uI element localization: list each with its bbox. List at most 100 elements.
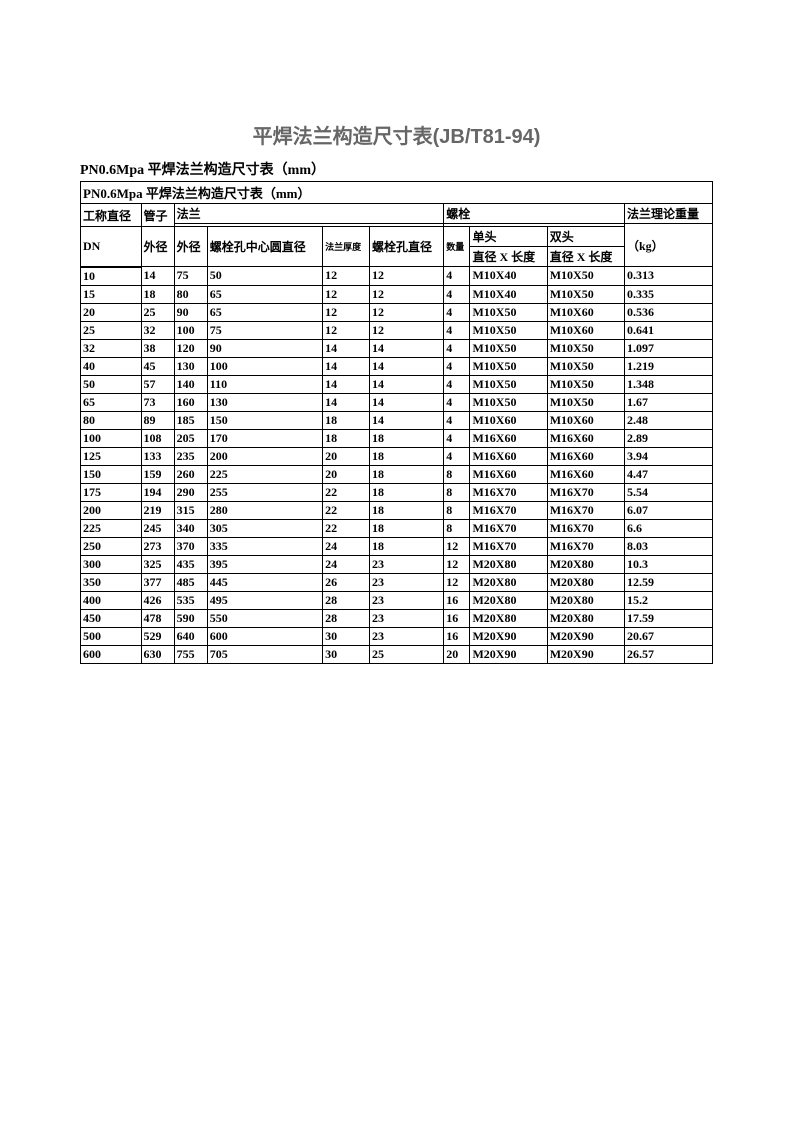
table-cell: 30 (323, 645, 370, 663)
table-cell: 1.348 (625, 375, 713, 393)
table-cell: 20.67 (625, 627, 713, 645)
table-cell: 65 (81, 393, 142, 411)
table-cell: 0.335 (625, 285, 713, 303)
table-cell: 22 (323, 483, 370, 501)
table-row: 10010820517018184M16X60M16X602.89 (81, 429, 713, 447)
table-cell: 755 (174, 645, 207, 663)
table-cell: 18 (141, 285, 174, 303)
table-cell: 395 (207, 555, 322, 573)
table-cell: 110 (207, 375, 322, 393)
table-cell: 20 (323, 465, 370, 483)
table-row: 25321007512124M10X50M10X600.641 (81, 321, 713, 339)
table-cell: M16X70 (470, 483, 547, 501)
header-pipe: 管子 (141, 204, 174, 227)
table-cell: M10X50 (470, 339, 547, 357)
table-cell: 23 (369, 609, 443, 627)
table-row: 600630755705302520M20X90M20X9026.57 (81, 645, 713, 663)
table-cell: 16 (444, 627, 470, 645)
table-cell: 12 (444, 555, 470, 573)
header-flange: 法兰 (174, 204, 444, 224)
table-cell: M16X70 (470, 519, 547, 537)
table-cell: 150 (81, 465, 142, 483)
table-row: 450478590550282316M20X80M20X8017.59 (81, 609, 713, 627)
table-row: 300325435395242312M20X80M20X8010.3 (81, 555, 713, 573)
table-cell: 4 (444, 303, 470, 321)
table-cell: 245 (141, 519, 174, 537)
header-bolt-circle: 螺栓孔中心圆直径 (207, 227, 322, 267)
header-outer-dia1: 外径 (141, 227, 174, 267)
table-cell: M20X80 (547, 591, 624, 609)
table-cell: M10X60 (547, 321, 624, 339)
table-cell: M16X70 (547, 537, 624, 555)
table-row: 250273370335241812M16X70M16X708.03 (81, 537, 713, 555)
table-cell: 4 (444, 321, 470, 339)
table-cell: 100 (207, 357, 322, 375)
table-cell: 12.59 (625, 573, 713, 591)
table-cell: 12 (323, 303, 370, 321)
table-cell: 445 (207, 573, 322, 591)
table-cell: M20X90 (547, 645, 624, 663)
table-cell: 14 (369, 375, 443, 393)
table-cell: M16X70 (547, 501, 624, 519)
table-cell: 3.94 (625, 447, 713, 465)
header-dia-len1: 直径 X 长度 (470, 247, 547, 267)
table-cell: 12 (323, 321, 370, 339)
table-cell: 90 (207, 339, 322, 357)
table-cell: 26.57 (625, 645, 713, 663)
table-cell: 20 (81, 303, 142, 321)
table-cell: 65 (207, 285, 322, 303)
table-cell: 4 (444, 411, 470, 429)
table-cell: M10X40 (470, 267, 547, 286)
table-cell: 4 (444, 429, 470, 447)
table-cell: 1.67 (625, 393, 713, 411)
table-cell: 8 (444, 483, 470, 501)
table-row: 1518806512124M10X40M10X500.335 (81, 285, 713, 303)
table-cell: 50 (81, 375, 142, 393)
table-cell: 80 (81, 411, 142, 429)
table-cell: 4 (444, 393, 470, 411)
table-cell: 600 (81, 645, 142, 663)
header-single-head: 单头 (470, 227, 547, 247)
table-cell: 529 (141, 627, 174, 645)
table-cell: M10X50 (470, 375, 547, 393)
table-cell: 100 (81, 429, 142, 447)
header-dn: DN (81, 227, 142, 267)
table-cell: 273 (141, 537, 174, 555)
header-outer-dia2: 外径 (174, 227, 207, 267)
table-cell: 23 (369, 555, 443, 573)
table-cell: 25 (81, 321, 142, 339)
table-cell: M20X80 (547, 573, 624, 591)
table-cell: 159 (141, 465, 174, 483)
table-cell: 14 (323, 393, 370, 411)
table-cell: 100 (174, 321, 207, 339)
table-cell: 130 (174, 357, 207, 375)
table-cell: M10X50 (547, 267, 624, 286)
table-cell: 705 (207, 645, 322, 663)
table-row: 500529640600302316M20X90M20X9020.67 (81, 627, 713, 645)
table-cell: 73 (141, 393, 174, 411)
table-row: 404513010014144M10X50M10X501.219 (81, 357, 713, 375)
table-cell: 335 (207, 537, 322, 555)
table-cell: 16 (444, 591, 470, 609)
table-cell: 1.097 (625, 339, 713, 357)
table-row: 505714011014144M10X50M10X501.348 (81, 375, 713, 393)
table-cell: 12 (369, 267, 443, 286)
table-cell: 150 (207, 411, 322, 429)
table-cell: M10X60 (547, 303, 624, 321)
table-cell: 8.03 (625, 537, 713, 555)
table-cell: 18 (369, 537, 443, 555)
table-cell: 400 (81, 591, 142, 609)
table-cell: 260 (174, 465, 207, 483)
table-row: 32381209014144M10X50M10X501.097 (81, 339, 713, 357)
table-cell: M16X60 (547, 429, 624, 447)
table-cell: 5.54 (625, 483, 713, 501)
table-cell: M10X50 (547, 375, 624, 393)
table-cell: 17.59 (625, 609, 713, 627)
table-cell: 290 (174, 483, 207, 501)
table-cell: 8 (444, 465, 470, 483)
table-cell: 18 (369, 519, 443, 537)
header-flange-weight: 法兰理论重量 (625, 204, 713, 224)
table-cell: 10.3 (625, 555, 713, 573)
table-cell: 57 (141, 375, 174, 393)
table-cell: M16X60 (547, 447, 624, 465)
